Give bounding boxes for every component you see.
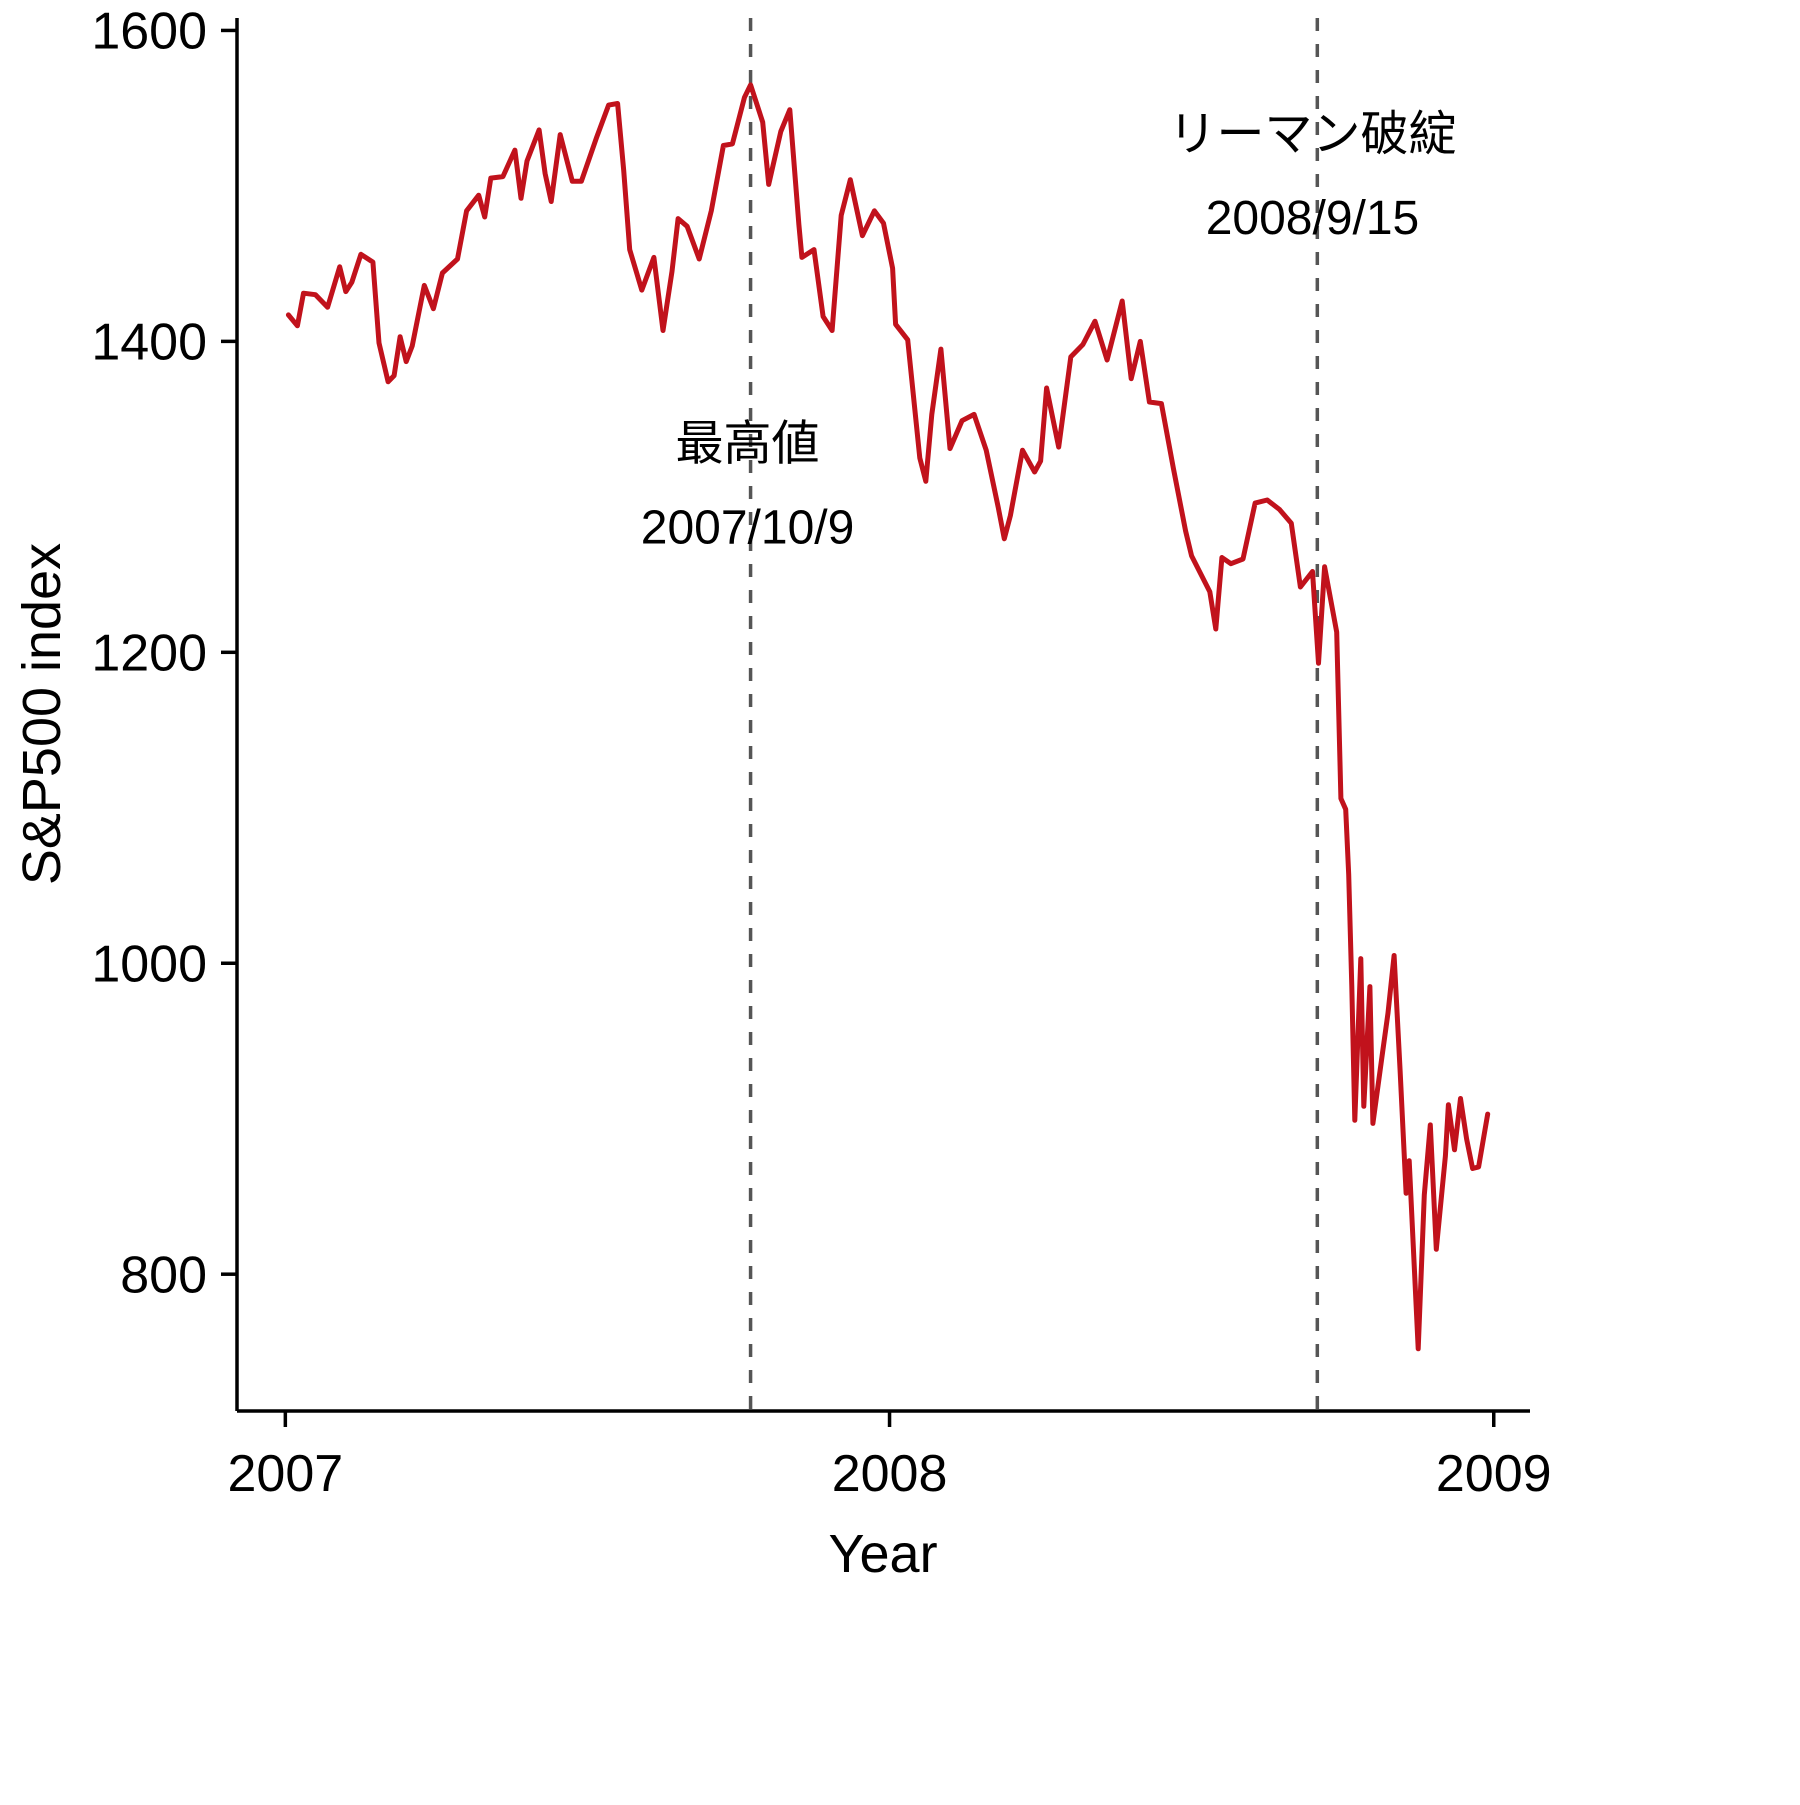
axes-group: 800 1000 1200 1400 1600 2007 2008 2009 (91, 3, 1551, 1503)
x-tick-label: 2009 (1436, 1445, 1552, 1503)
y-tick-label: 800 (120, 1246, 207, 1304)
y-axis-title: S&P500 index (12, 543, 72, 885)
annotation-text: 2007/10/9 (641, 502, 855, 555)
annotation-text: リーマン破綻 (1168, 108, 1456, 161)
x-axis-title: Year (828, 1524, 937, 1584)
price-line (285, 82, 1491, 1352)
y-tick-label: 1400 (91, 314, 207, 372)
y-tick-label: 1000 (91, 935, 207, 993)
annotation-text: 最高値 (676, 418, 820, 471)
x-tick-label: 2007 (227, 1445, 343, 1503)
y-tick-label: 1600 (91, 3, 207, 61)
annotations-group: 最高値 2007/10/9 リーマン破綻 2008/9/15 (641, 108, 1457, 554)
series-group (285, 82, 1491, 1352)
annotation-text: 2008/9/15 (1206, 192, 1420, 245)
y-tick-label: 1200 (91, 625, 207, 683)
x-tick-label: 2008 (832, 1445, 948, 1503)
